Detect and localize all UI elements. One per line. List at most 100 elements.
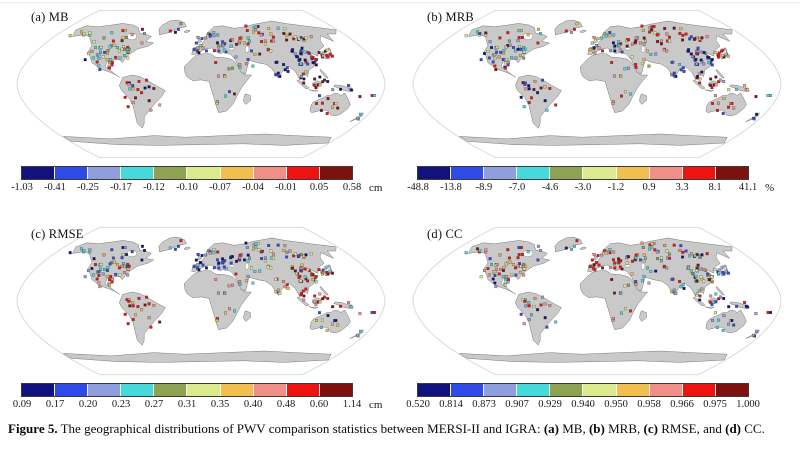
colorbar-cell: [484, 167, 518, 179]
map-mb-wrap: (a) MB: [11, 5, 391, 163]
colorbar-cell: [187, 167, 221, 179]
page-top-divider: [0, 2, 800, 3]
tick-label: 0.929: [538, 399, 562, 410]
colorbar-cell: [616, 384, 650, 396]
tick-label: 0.05: [309, 182, 329, 193]
tick-label: 0.48: [276, 399, 296, 410]
colorbar-mb: [21, 166, 353, 180]
colorbar-cell: [187, 384, 221, 396]
colorbar-cell: [451, 384, 485, 396]
tick-label: -48.8: [407, 182, 429, 193]
tick-label: 0.20: [78, 399, 98, 410]
colorbar-mrb: [417, 166, 749, 180]
station-dots: [464, 22, 773, 121]
station-dots: [68, 22, 377, 121]
tick-label: 0.940: [571, 399, 595, 410]
colorbar-cell: [550, 384, 584, 396]
colorbar-cell: [616, 167, 650, 179]
map-rmse-wrap: (c) RMSE: [11, 222, 391, 380]
tick-label: 0.17: [45, 399, 65, 410]
world-map-mb: [16, 9, 386, 159]
tick-label: 3.3: [675, 182, 689, 193]
tick-label: 1.14: [342, 399, 362, 410]
colorbar-cell: [682, 167, 716, 179]
tick-label: -0.01: [275, 182, 297, 193]
colorbar-cell: [253, 167, 287, 179]
tick-label: 0.950: [604, 399, 628, 410]
colorbar-cell: [319, 167, 352, 179]
tick-label: -0.25: [77, 182, 99, 193]
colorbar-cc: [417, 383, 749, 397]
colorbar-cell: [517, 384, 551, 396]
colorbar-cell: [682, 384, 716, 396]
colorbar-cell: [22, 167, 56, 179]
tick-label: 0.35: [210, 399, 230, 410]
world-map-cc: [412, 226, 782, 376]
world-map-mrb: [412, 9, 782, 159]
colorbar-rmse: [21, 383, 353, 397]
tick-label: 0.23: [111, 399, 131, 410]
colorbar-cell: [253, 384, 287, 396]
colorbar-cell: [550, 167, 584, 179]
panel-label-mrb: (b) MRB: [427, 10, 474, 24]
colorbar-cell: [649, 384, 683, 396]
colorbar-ticks-rmse: 0.09 0.17 0.20 0.23 0.27 0.31 0.35 0.40 0.48 0.60…: [13, 399, 401, 414]
map-cc-wrap: (d) CC: [407, 222, 787, 380]
tick-label: -0.17: [110, 182, 132, 193]
colorbar-cell: [55, 384, 89, 396]
colorbar-cell: [154, 384, 188, 396]
tick-label: 0.975: [703, 399, 727, 410]
panel-label-mb: (a) MB: [31, 10, 69, 24]
tick-label: 8.1: [708, 182, 722, 193]
world-map-rmse: [16, 226, 386, 376]
colorbar-ticks-cc: 0.520 0.814 0.873 0.907 0.929 0.940 0.950 0.958…: [406, 399, 797, 414]
colorbar-cell: [22, 384, 56, 396]
colorbar-cell: [583, 384, 617, 396]
colorbar-cell: [583, 167, 617, 179]
colorbar-cell: [154, 167, 188, 179]
tick-label: 0.27: [144, 399, 164, 410]
colorbar-cell: [319, 384, 352, 396]
colorbar-cell: [451, 167, 485, 179]
tick-label: -1.2: [607, 182, 625, 193]
colorbar-cell: [220, 167, 254, 179]
colorbar-cell: [649, 167, 683, 179]
tick-label: -13.8: [440, 182, 462, 193]
tick-label: -8.9: [475, 182, 493, 193]
tick-label: -1.03: [11, 182, 33, 193]
colorbar-cell: [484, 384, 518, 396]
colorbar-cell: [286, 167, 320, 179]
tick-label: -0.04: [242, 182, 264, 193]
panel-mb: (a) MB -1.03 -0.41 -0.25 -0.17 -0.12 -0.10 -0.…: [5, 5, 401, 197]
tick-label: 0.814: [439, 399, 463, 410]
tick-label: -0.12: [143, 182, 165, 193]
colorbar-ticks-mb: -1.03 -0.41 -0.25 -0.17 -0.12 -0.10 -0.07 -0.04…: [11, 182, 401, 197]
tick-label: -3.0: [574, 182, 592, 193]
tick-label: 1.000: [736, 399, 760, 410]
tick-label: 0.40: [243, 399, 263, 410]
tick-label: 0.873: [472, 399, 496, 410]
tick-label: 0.520: [406, 399, 430, 410]
colorbar-cell: [88, 384, 122, 396]
tick-label: -0.41: [44, 182, 66, 193]
colorbar-cell: [121, 167, 155, 179]
unit-label: cm: [369, 399, 383, 411]
continents: [459, 19, 760, 146]
tick-label: -0.10: [176, 182, 198, 193]
tick-label: 0.966: [670, 399, 694, 410]
colorbar-cell: [418, 384, 452, 396]
colorbar-cell: [418, 167, 452, 179]
colorbar-cell: [715, 384, 748, 396]
tick-label: 0.31: [177, 399, 197, 410]
colorbar-ticks-mrb: -48.8 -13.8 -8.9 -7.0 -4.6 -3.0 -1.2 0.9 3.3 8.1 4…: [407, 182, 797, 197]
tick-label: -4.6: [541, 182, 559, 193]
panel-label-rmse: (c) RMSE: [31, 227, 84, 241]
colorbar-cell: [55, 167, 89, 179]
colorbar-cell: [220, 384, 254, 396]
tick-label: 0.60: [309, 399, 329, 410]
unit-label: cm: [369, 182, 383, 194]
figure-panels-grid: (a) MB -1.03 -0.41 -0.25 -0.17 -0.12 -0.10 -0.…: [5, 5, 797, 414]
station-dots: [464, 239, 773, 338]
figure-caption: Figure 5. The geographical distributions…: [8, 421, 765, 436]
colorbar-cell: [286, 384, 320, 396]
